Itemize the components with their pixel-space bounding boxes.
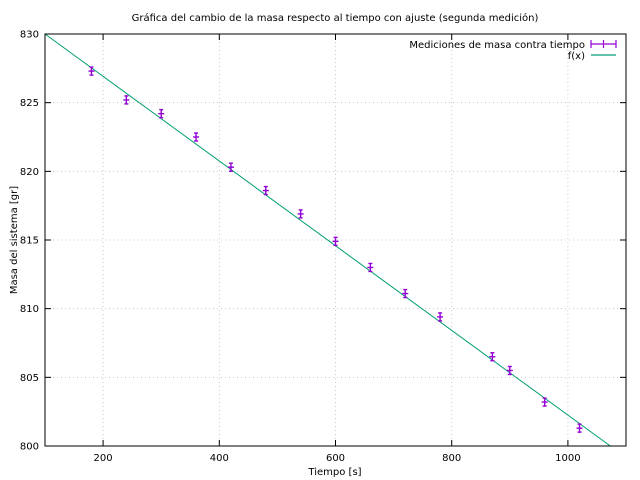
data-point [541, 397, 548, 407]
y-tick-label: 830 [20, 30, 39, 41]
data-point [576, 423, 583, 433]
data-point [193, 132, 200, 142]
fit-line-layer [44, 33, 611, 447]
y-tick-label: 800 [20, 442, 39, 453]
y-tick-label: 815 [20, 236, 39, 247]
ticks-layer [45, 33, 626, 447]
data-point [227, 162, 234, 172]
data-point [158, 108, 165, 119]
data-point [402, 288, 409, 299]
tick-labels-layer: 200 400 600 800 1000 800 805 810 815 820 825 830 [20, 30, 581, 465]
data-point [262, 185, 269, 196]
legend-label-fit: f(x) [568, 51, 585, 62]
legend: Mediciones de masa contra tiempo f(x) [409, 40, 617, 62]
data-point [123, 95, 130, 105]
x-tick-label: 1000 [555, 453, 580, 464]
y-tick-label: 805 [20, 373, 39, 384]
grid-lines [45, 34, 626, 446]
data-points-layer [88, 66, 583, 433]
data-point [332, 236, 339, 247]
y-tick-label: 820 [20, 167, 39, 178]
y-tick-label: 825 [20, 98, 39, 109]
y-tick-label: 810 [20, 304, 39, 315]
data-point [437, 312, 444, 322]
x-tick-label: 800 [442, 453, 461, 464]
data-point [367, 262, 374, 273]
fit-line [44, 33, 611, 447]
x-tick-label: 400 [210, 453, 229, 464]
chart-title: Gráfica del cambio de la masa respecto a… [132, 12, 539, 24]
data-point [88, 66, 95, 76]
x-tick-label: 600 [326, 453, 345, 464]
data-point [489, 352, 496, 362]
data-point [506, 365, 513, 376]
data-point [297, 209, 304, 219]
x-tick-label: 200 [94, 453, 113, 464]
x-axis-label: Tiempo [s] [307, 467, 361, 478]
y-axis-label: Masa del sistema [gr] [9, 186, 20, 294]
legend-marker-measurements [590, 40, 617, 48]
legend-label-measurements: Mediciones de masa contra tiempo [409, 40, 585, 51]
